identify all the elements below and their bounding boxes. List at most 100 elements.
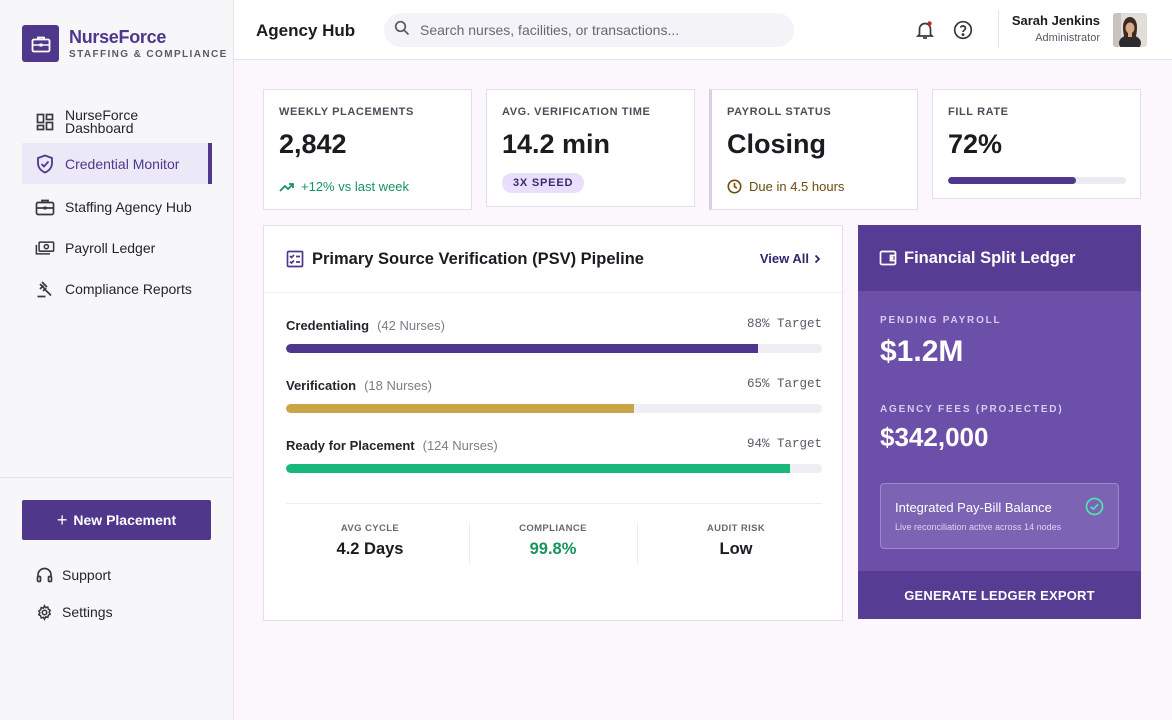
stat-value: Closing [727, 129, 826, 159]
stat-value: 72% [948, 129, 1003, 159]
progress-bar [286, 404, 635, 413]
metric-avg-cycle: AVG CYCLE 4.2 Days [286, 523, 454, 559]
support-link[interactable]: Support [35, 566, 111, 584]
stat-label: AVG. VERIFICATION TIME [502, 106, 651, 118]
sidebar-item-payroll-ledger[interactable]: Payroll Ledger [22, 227, 212, 268]
sidebar-item-dashboard[interactable]: NurseForce Dashboard [22, 101, 212, 143]
briefcase-logo-icon [22, 25, 59, 62]
metric-compliance: COMPLIANCE 99.8% [469, 523, 637, 559]
metric-audit-risk: AUDIT RISK Low [652, 523, 820, 559]
sidebar-item-staffing-agency-hub[interactable]: Staffing Agency Hub [22, 186, 212, 227]
search-icon [394, 20, 410, 41]
payroll-status-card: PAYROLL STATUS Closing Due in 4.5 hours [709, 89, 918, 210]
balance-title: Integrated Pay-Bill Balance [895, 500, 1052, 515]
row-count: (42 Nurses) [377, 318, 445, 333]
gear-icon [35, 603, 53, 621]
stat-delta-text: +12% vs last week [301, 179, 410, 194]
sidebar-nav: NurseForce Dashboard Credential Monitor … [22, 101, 212, 309]
payroll-due-text: Due in 4.5 hours [749, 179, 845, 194]
user-role: Administrator [1035, 32, 1100, 44]
chevron-right-icon [814, 254, 821, 263]
stat-value: 14.2 min [502, 129, 611, 159]
verification-time-card: AVG. VERIFICATION TIME 14.2 min 3X SPEED [486, 89, 695, 207]
sidebar-item-label: Staffing Agency Hub [65, 198, 192, 215]
brand[interactable]: NurseForce STAFFING & COMPLIANCE [22, 25, 228, 62]
progress-bar [286, 344, 758, 353]
row-target: 94% Target [746, 437, 822, 451]
sidebar-divider [0, 477, 233, 478]
metric-label: AUDIT RISK [706, 523, 766, 534]
sidebar-item-label: Payroll Ledger [65, 239, 156, 256]
ledger-title: Financial Split Ledger [904, 249, 1076, 267]
bell-icon [916, 21, 934, 39]
search-bar[interactable] [384, 13, 794, 47]
clock-icon [727, 179, 742, 194]
top-header: Agency Hub Sarah Jenkins Administrator [234, 0, 1172, 60]
search-input[interactable] [420, 22, 780, 38]
sidebar: NurseForce STAFFING & COMPLIANCE NurseFo… [0, 0, 234, 720]
progress-track [286, 404, 822, 413]
stat-delta: +12% vs last week [279, 179, 409, 194]
fill-rate-track [948, 177, 1126, 184]
progress-track [286, 344, 822, 353]
view-all-link[interactable]: View All [760, 251, 822, 266]
trending-up-icon [279, 182, 294, 192]
pipeline-row-ready: Ready for Placement (124 Nurses) 94% Targ… [286, 437, 822, 473]
fill-rate-bar [948, 177, 1077, 184]
progress-bar [286, 464, 790, 473]
check-circle-icon [1085, 497, 1104, 521]
support-label: Support [62, 567, 112, 583]
row-name: Verification [286, 378, 357, 393]
settings-link[interactable]: Settings [35, 603, 113, 621]
new-placement-button[interactable]: + New Placement [22, 500, 211, 540]
dashboard-icon [35, 112, 55, 132]
brand-subtitle: STAFFING & COMPLIANCE [69, 49, 228, 60]
agency-fees-value: $342,000 [880, 422, 989, 452]
metric-value: 4.2 Days [336, 540, 404, 558]
pay-bill-balance: Integrated Pay-Bill Balance Live reconci… [880, 483, 1119, 549]
payroll-due: Due in 4.5 hours [727, 179, 844, 194]
progress-track [286, 464, 822, 473]
pipeline-header: Primary Source Verification (PSV) Pipeli… [264, 226, 842, 293]
ledger-header: Financial Split Ledger [858, 225, 1141, 291]
pending-payroll-value: $1.2M [880, 335, 964, 368]
stat-value: 2,842 [279, 129, 347, 159]
psv-pipeline-card: Primary Source Verification (PSV) Pipeli… [263, 225, 843, 621]
briefcase-icon [35, 197, 55, 217]
metric-divider [469, 522, 470, 564]
metric-value: 99.8% [529, 540, 577, 558]
sidebar-item-compliance-reports[interactable]: Compliance Reports [22, 268, 212, 309]
user-name: Sarah Jenkins [1011, 13, 1100, 28]
sidebar-item-label: Credential Monitor [65, 155, 180, 172]
balance-subtitle: Live reconciliation active across 14 nod… [895, 522, 1062, 532]
fill-rate-card: FILL RATE 72% [932, 89, 1141, 199]
weekly-placements-card: WEEKLY PLACEMENTS 2,842 +12% vs last wee… [263, 89, 472, 210]
row-count: (18 Nurses) [364, 378, 432, 393]
plus-icon: + [56, 510, 68, 530]
view-all-label: View All [759, 251, 809, 266]
brand-name: NurseForce [69, 27, 167, 47]
sidebar-item-label: NurseForce Dashboard [65, 107, 139, 136]
headset-icon [35, 566, 53, 584]
settings-label: Settings [62, 604, 113, 620]
page-title: Agency Hub [256, 21, 356, 40]
metric-label: COMPLIANCE [519, 523, 587, 534]
new-placement-label: New Placement [73, 512, 177, 528]
notifications-button[interactable] [914, 19, 936, 41]
sidebar-item-label: Compliance Reports [65, 280, 192, 297]
agency-fees-label: AGENCY FEES (PROJECTED) [880, 404, 1064, 415]
gavel-icon [35, 279, 55, 299]
row-count: (124 Nurses) [422, 438, 498, 453]
metric-label: AVG CYCLE [340, 523, 400, 534]
pipeline-title: Primary Source Verification (PSV) Pipeli… [312, 250, 644, 268]
pending-payroll-label: PENDING PAYROLL [880, 315, 1002, 326]
help-button[interactable] [952, 19, 974, 41]
financial-ledger-card: Financial Split Ledger PENDING PAYROLL $… [858, 225, 1141, 619]
row-name: Credentialing [286, 318, 370, 333]
avatar[interactable] [1113, 13, 1147, 47]
sidebar-item-credential-monitor[interactable]: Credential Monitor [22, 143, 212, 184]
pipeline-row-credentialing: Credentialing (42 Nurses) 88% Target [286, 317, 822, 353]
stat-label: WEEKLY PLACEMENTS [279, 106, 414, 118]
stat-label: FILL RATE [948, 106, 1009, 118]
generate-ledger-export-button[interactable]: GENERATE LEDGER EXPORT [858, 571, 1141, 619]
